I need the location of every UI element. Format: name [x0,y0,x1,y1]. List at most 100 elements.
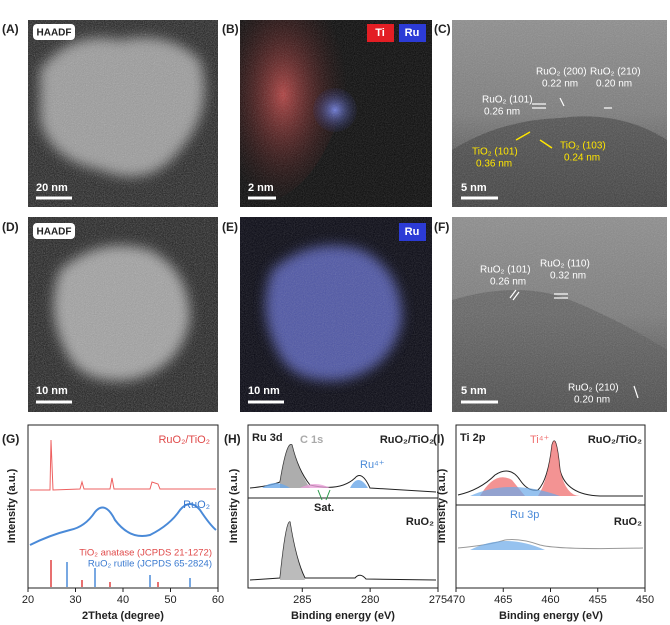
sat-arrows [317,489,331,501]
fringe-marks [515,131,553,149]
panel-e: Ru 10 nm (E) [222,217,432,412]
x-tick-label: 285 [293,594,311,606]
x-tick-label: 470 [447,594,465,606]
peak-label: C 1s [300,434,323,446]
frame [247,424,439,589]
fringe-marks [532,97,612,109]
x-tick-label: 460 [541,594,559,606]
panel-letter: (E) [222,220,238,234]
x-tick-label: 50 [164,594,176,606]
legend-label: Ru [405,27,420,39]
x-label: Binding energy (eV) [499,610,603,622]
tag-box [33,223,75,239]
peak-fill [470,541,545,550]
panel-letter: (H) [224,432,241,446]
peak-label: Sat. [314,502,334,514]
peak-fill [300,484,330,488]
legend-label: Ru [405,226,420,238]
scale-label: 2 nm [248,182,274,194]
panel-h: Ru 3d C 1s Ru⁴⁺ Sat. RuO₂/TiO₂ RuO₂ Inte… [224,424,447,622]
trace [249,443,437,493]
trace [249,521,437,581]
legend-label: Ti [375,27,385,39]
trace [29,503,217,546]
x-label: 2Theta (degree) [82,610,164,622]
scale-label: 5 nm [461,182,487,194]
y-label: Intensity (a.u.) [6,468,18,543]
scale-label: 10 nm [36,385,68,397]
element-label: Ru 3d [252,432,283,444]
panel-letter: (G) [2,432,19,446]
ref-lines [50,560,191,587]
annotation: RuO₂ (101) [482,95,533,106]
element-label: Ti 2p [460,432,486,444]
legend-ru [399,24,426,42]
x-tick-label: 280 [361,594,379,606]
peak-fill [262,483,290,488]
trace-label: RuO₂ [183,499,210,511]
trace [30,439,216,491]
annotation: 0.32 nm [550,271,586,282]
texture [28,20,218,207]
fringe-marks [509,289,639,399]
peak-fill [538,440,580,496]
annotation: 0.24 nm [564,153,600,164]
x-label: Binding energy (eV) [291,610,395,622]
panel-a: HAADF 20 nm (A) [2,20,218,207]
texture [240,217,432,412]
x-tick-label: 30 [69,594,81,606]
scale-label: 20 nm [36,182,68,194]
y-label: Intensity (a.u.) [436,468,448,543]
x-tick-label: 275 [429,594,447,606]
annotation: 0.20 nm [574,395,610,406]
panel-d: HAADF 10 nm (D) [2,217,218,412]
x-tick-label: 20 [22,594,34,606]
panel-letter: (F) [434,220,449,234]
sample-label: RuO₂/TiO₂ [380,434,434,446]
y-label: Intensity (a.u.) [228,468,240,543]
sample-label: RuO₂ [406,516,434,528]
x-tick-label: 455 [589,594,607,606]
texture [452,217,667,412]
annotation: RuO₂ (101) [480,265,531,276]
sample-label: RuO₂/TiO₂ [588,434,642,446]
x-tick-label: 465 [494,594,512,606]
panel-letter: (B) [222,22,239,36]
peak-fill [280,444,310,488]
texture [240,20,432,207]
tag-box [33,24,75,40]
peak-fill [470,487,560,496]
panel-i: Ti 2p Ti⁴⁺ Ru 3p RuO₂/TiO₂ RuO₂ Intensit… [433,424,654,622]
annotation: 0.22 nm [542,79,578,90]
texture [452,20,667,207]
scale-label: 10 nm [248,385,280,397]
annotation: TiO₂ (101) [472,147,518,158]
annotation: RuO₂ (200) [536,67,587,78]
legend-ti [367,24,394,42]
panel-c: RuO₂ (101) 0.26 nm RuO₂ (200) 0.22 nm Ru… [434,20,667,207]
annotation: TiO₂ (103) [560,141,606,152]
peak-fill [350,480,368,488]
x-tick-label: 60 [212,594,224,606]
panel-letter: (D) [2,220,19,234]
sample-label: RuO₂ [614,516,642,528]
legend-ru [399,223,426,241]
annotation: 0.26 nm [490,277,526,288]
peak-fill [280,521,305,580]
panel-letter: (I) [433,432,444,446]
annotation: RuO₂ (110) [540,259,590,270]
x-tick-label: 40 [117,594,129,606]
annotation: RuO₂ (210) [568,383,619,394]
panel-letter: (A) [2,22,19,36]
annotation: 0.36 nm [476,159,512,170]
texture [28,217,218,412]
frame [455,424,646,589]
annotation: 0.20 nm [596,79,632,90]
ref-label: TiO₂ anatase (JCPDS 21-1272) [79,548,212,559]
peak-label: Ti⁴⁺ [530,434,549,446]
panel-b: Ti Ru 2 nm (B) [222,20,432,207]
annotation: 0.26 nm [484,107,520,118]
scale-label: 5 nm [461,385,487,397]
panel-g: RuO₂/TiO₂ RuO₂ TiO₂ anatase (JCPDS 21-12… [2,424,224,622]
